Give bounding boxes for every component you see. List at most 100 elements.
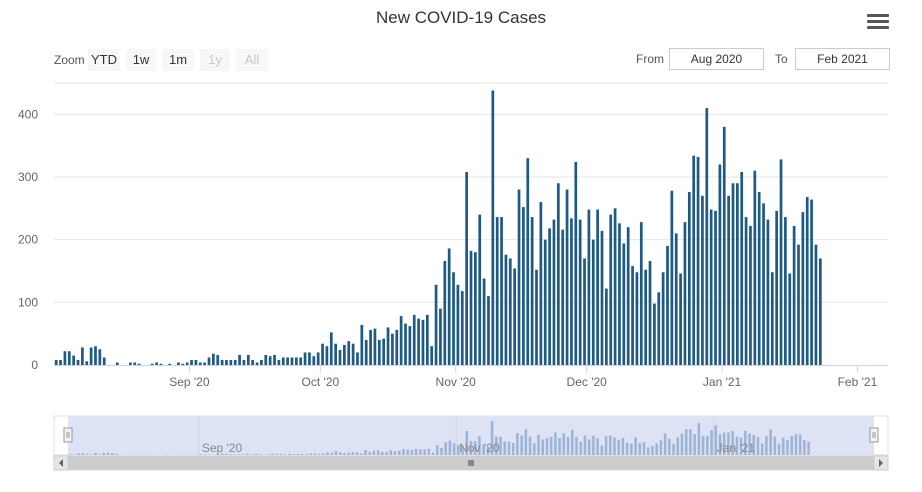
zoom-1y-button[interactable]: 1y — [200, 49, 230, 71]
bar — [351, 343, 355, 365]
bar — [273, 354, 276, 365]
navigator-bar — [360, 453, 363, 455]
navigator-bar — [646, 447, 650, 455]
bar — [788, 273, 792, 365]
bar — [639, 222, 643, 365]
navigator-bar — [516, 433, 519, 455]
navigator-bar — [414, 448, 418, 455]
bar — [207, 357, 211, 365]
zoom-label: Zoom — [54, 53, 85, 67]
navigator-bar — [330, 452, 334, 455]
bar — [508, 258, 512, 365]
bar — [648, 260, 652, 365]
navigator-bar — [668, 438, 671, 455]
navigator-bar — [389, 450, 393, 455]
navigator-bar — [292, 454, 296, 455]
bar — [299, 357, 303, 365]
handle-body[interactable] — [869, 427, 879, 443]
navigator-bar — [393, 451, 397, 455]
bar — [753, 170, 757, 365]
hamburger-menu-icon[interactable] — [867, 14, 889, 30]
bar — [644, 269, 648, 365]
bar — [115, 362, 119, 365]
bar — [76, 359, 80, 365]
bar — [565, 189, 569, 365]
bar — [784, 217, 787, 365]
navigator-bar — [326, 452, 329, 455]
zoom-1m-button[interactable]: 1m — [162, 49, 194, 71]
from-date-input[interactable]: Aug 2020 — [669, 48, 764, 70]
bar — [260, 359, 263, 365]
navigator-bar — [427, 448, 431, 455]
navigator-bar — [617, 439, 620, 455]
navigator-bar — [562, 433, 566, 455]
bar — [718, 164, 722, 365]
bar — [155, 362, 158, 365]
bar — [321, 343, 324, 365]
bar — [657, 292, 661, 365]
navigator-bar — [807, 441, 810, 455]
bar — [277, 359, 281, 365]
bar — [246, 354, 250, 365]
navigator-tick-label: Sep '20 — [202, 441, 243, 455]
navigator-bar — [541, 439, 544, 455]
navigator-bar — [431, 452, 435, 455]
bar — [334, 343, 337, 365]
zoom-ytd-button[interactable]: YTD — [88, 49, 120, 71]
bar — [731, 183, 735, 365]
bar — [308, 352, 311, 365]
bar — [225, 359, 228, 365]
navigator-bar — [452, 443, 456, 455]
handle-body[interactable] — [63, 427, 73, 443]
bar — [255, 362, 259, 365]
bar — [373, 328, 377, 365]
bar — [67, 351, 71, 365]
bar — [303, 352, 307, 365]
navigator-bar — [351, 452, 355, 455]
navigator-bar — [634, 437, 637, 455]
navigator-bar — [693, 434, 696, 455]
navigator-left-handle[interactable] — [63, 427, 73, 443]
bar — [251, 359, 255, 365]
navigator-bar — [651, 445, 654, 455]
bar — [233, 359, 237, 365]
bar — [487, 296, 490, 365]
navigator-bar — [305, 454, 308, 455]
bar — [469, 250, 473, 365]
to-date-input[interactable]: Feb 2021 — [795, 48, 890, 70]
navigator[interactable]: Sep '20 Nov '20 Jan '21 — [53, 415, 889, 471]
bar — [744, 217, 748, 365]
navigator-bar — [284, 454, 287, 455]
bar — [456, 284, 460, 365]
bar — [150, 363, 154, 365]
navigator-bar — [279, 453, 283, 455]
zoom-1w-button[interactable]: 1w — [126, 49, 156, 71]
bar — [578, 219, 582, 365]
bar — [814, 244, 818, 365]
bar — [430, 346, 434, 365]
bar — [377, 339, 381, 365]
navigator-bar — [571, 429, 574, 455]
navigator-bar — [727, 432, 730, 455]
bar — [613, 208, 617, 365]
bar — [687, 192, 691, 365]
zoom-all-button[interactable]: All — [236, 49, 268, 71]
navigator-right-handle[interactable] — [869, 427, 879, 443]
bar — [548, 228, 551, 365]
navigator-bar — [322, 453, 325, 455]
navigator-bar — [499, 436, 502, 455]
bar — [391, 333, 394, 365]
navigator-bar — [794, 434, 798, 455]
navigator-bar — [782, 437, 785, 455]
navigator-bar — [533, 443, 536, 455]
navigator-bar — [398, 450, 401, 455]
bar — [129, 362, 132, 365]
navigator-bar — [288, 454, 291, 455]
bar — [482, 278, 486, 365]
bar — [443, 260, 447, 365]
bar — [220, 359, 224, 365]
navigator-bar — [621, 437, 625, 455]
scrollbar[interactable] — [53, 455, 889, 471]
navigator-bar — [111, 453, 114, 455]
navigator-bar — [625, 442, 629, 455]
